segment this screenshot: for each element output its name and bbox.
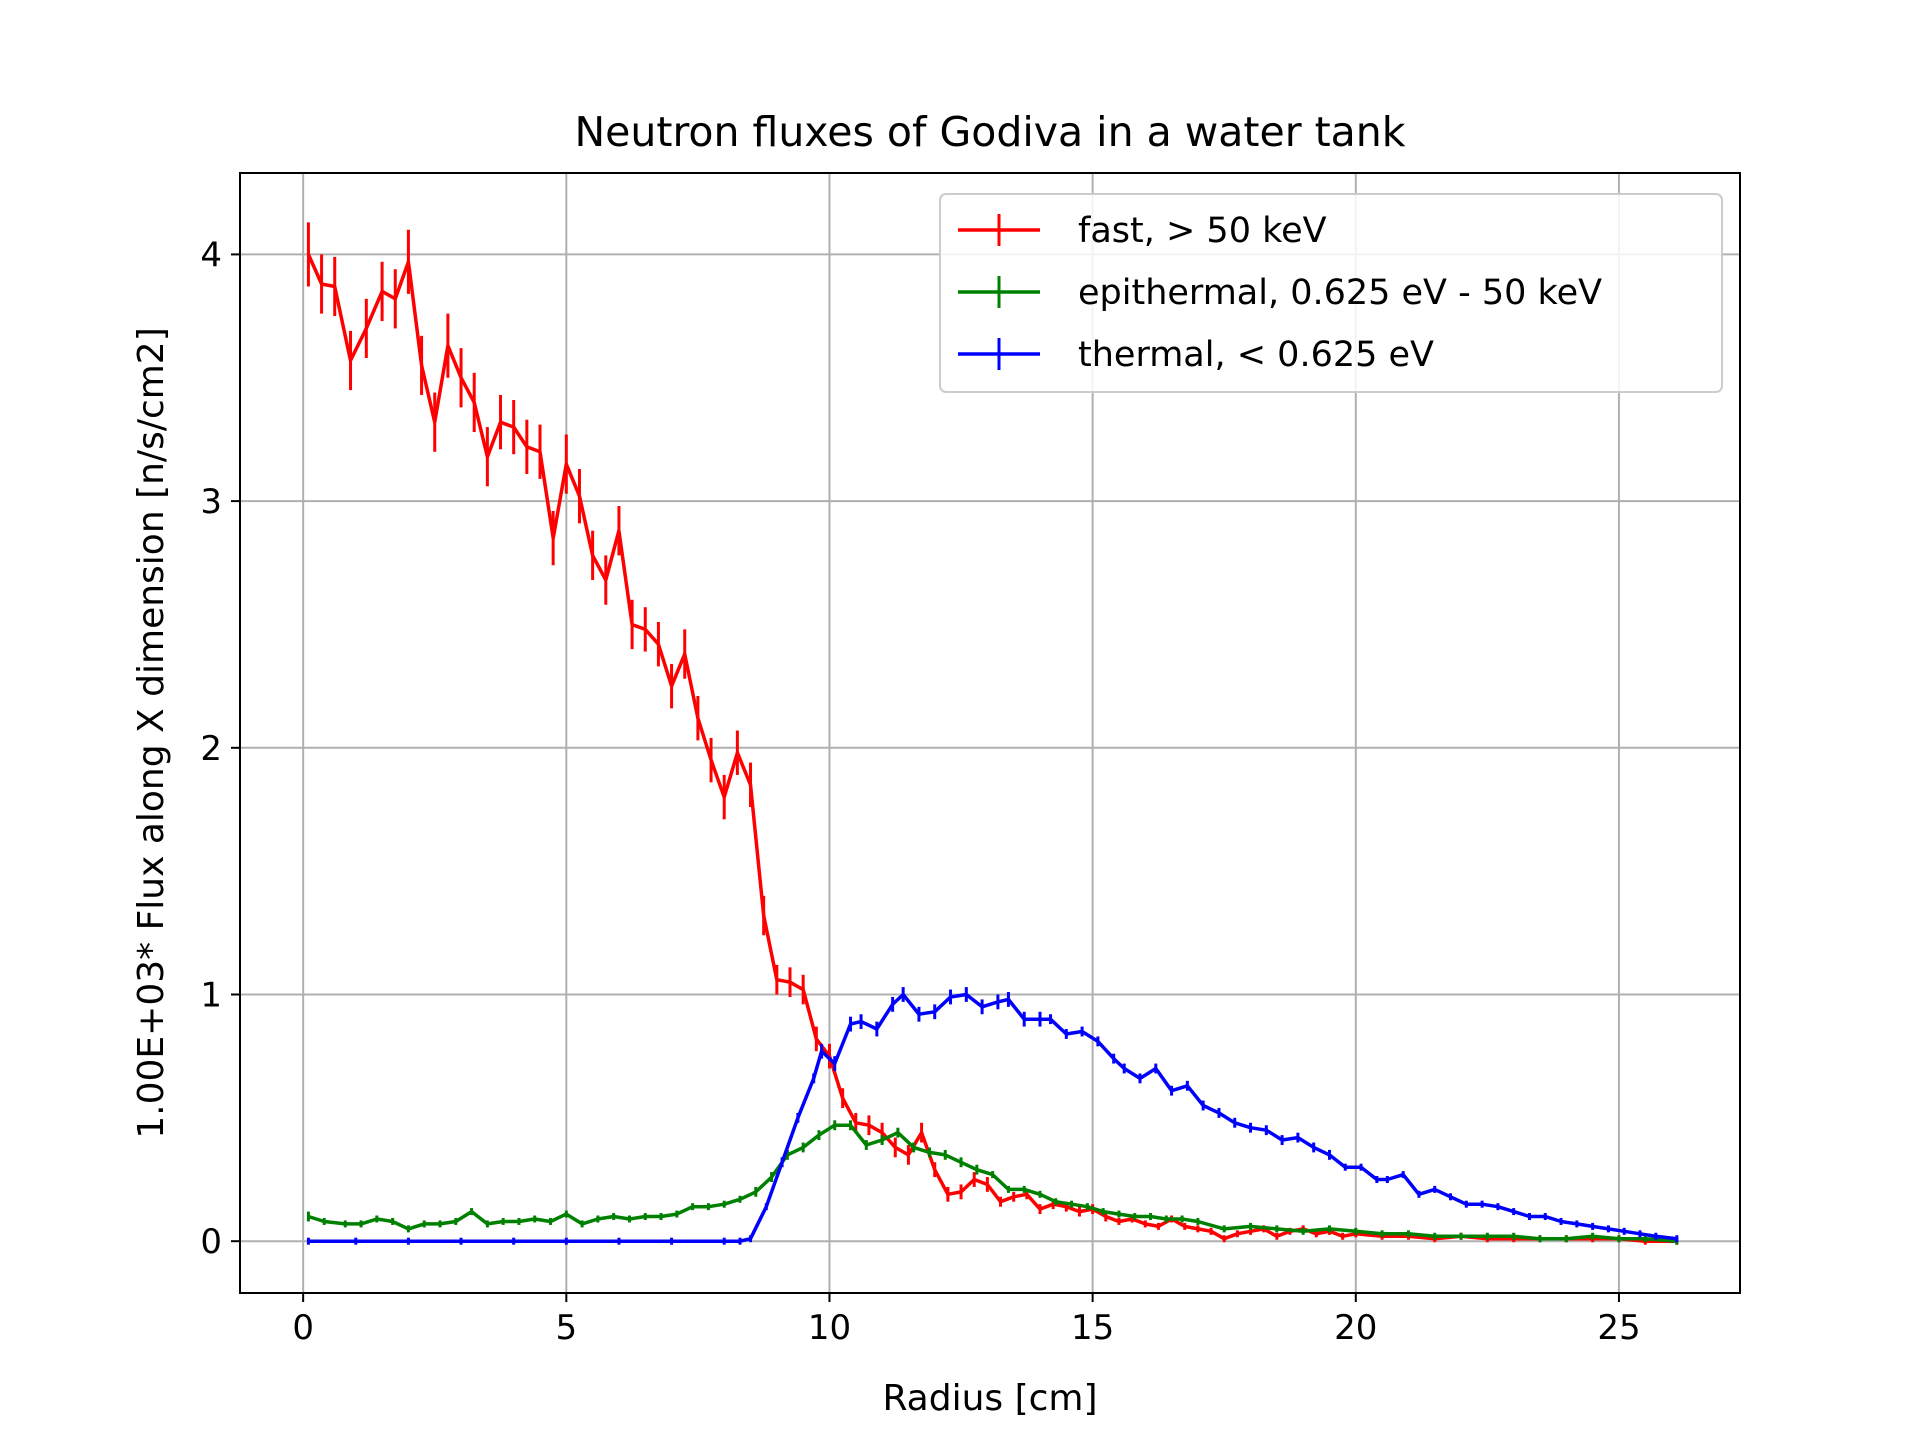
chart-title: Neutron fluxes of Godiva in a water tank bbox=[574, 108, 1405, 156]
legend-item: fast, > 50 keV bbox=[958, 211, 1327, 251]
y-tick-label: 4 bbox=[200, 235, 222, 275]
axes-frame bbox=[239, 172, 1741, 1294]
legend-label: fast, > 50 keV bbox=[1078, 211, 1327, 251]
y-tick-label: 0 bbox=[200, 1222, 222, 1262]
x-tick-label: 20 bbox=[1334, 1308, 1377, 1348]
legend-label: epithermal, 0.625 eV - 50 keV bbox=[1078, 273, 1602, 313]
legend-box bbox=[939, 193, 1723, 393]
ticks: 0 5 10 15 20 25 0 1 2 3 4 bbox=[200, 235, 1640, 1348]
plot-area bbox=[306, 222, 1679, 1245]
x-tick-label: 5 bbox=[555, 1308, 577, 1348]
legend-item: thermal, < 0.625 eV bbox=[958, 335, 1434, 375]
y-axis-label: 1.00E+03* Flux along X dimension [n/s/cm… bbox=[131, 327, 172, 1139]
y-tick-label: 2 bbox=[200, 729, 222, 769]
x-tick-label: 0 bbox=[292, 1308, 314, 1348]
series-1 bbox=[306, 1120, 1679, 1245]
series-2 bbox=[306, 987, 1679, 1245]
legend-item: epithermal, 0.625 eV - 50 keV bbox=[958, 273, 1602, 313]
x-axis-label: Radius [cm] bbox=[882, 1378, 1097, 1419]
legend-label: thermal, < 0.625 eV bbox=[1078, 335, 1434, 375]
x-tick-label: 25 bbox=[1597, 1308, 1640, 1348]
x-tick-label: 10 bbox=[808, 1308, 851, 1348]
y-tick-label: 3 bbox=[200, 482, 222, 522]
legend: fast, > 50 keV epithermal, 0.625 eV - 50 … bbox=[939, 193, 1723, 393]
x-tick-label: 15 bbox=[1071, 1308, 1114, 1348]
series-line bbox=[308, 992, 1677, 1243]
y-tick-label: 1 bbox=[200, 975, 222, 1015]
series-line bbox=[307, 1123, 1677, 1243]
